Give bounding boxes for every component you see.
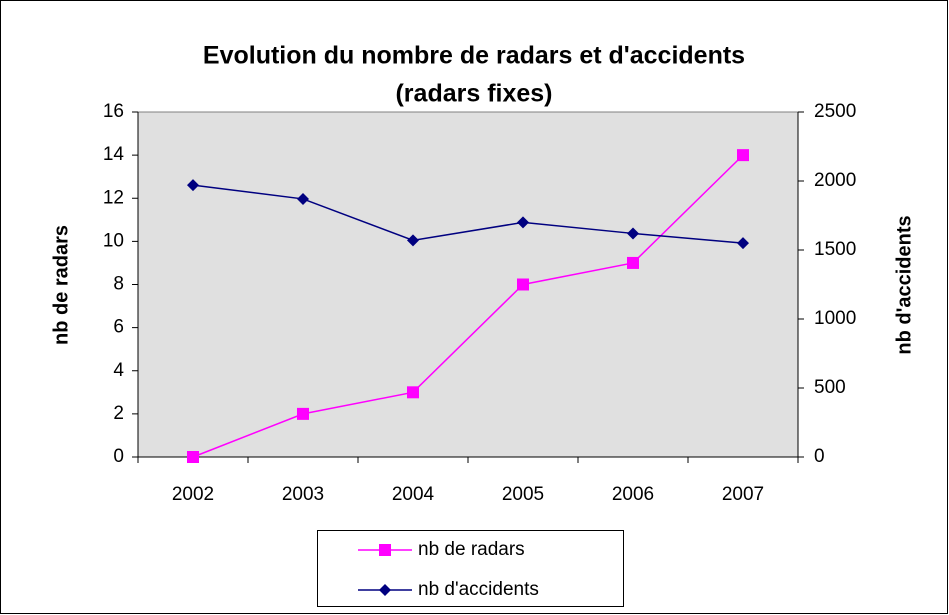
y-tick-label: 8 [113,274,124,295]
point-marker [187,451,199,463]
legend-marker [379,584,391,596]
x-tick-label: 2005 [502,484,544,505]
y-axis-title: nb de radars [50,225,72,345]
y2-tick-label: 1000 [814,308,856,329]
chart-title: Evolution du nombre de radars et d'accid… [203,42,745,70]
y2-tick-label: 0 [814,446,825,467]
point-marker [517,216,529,229]
point-marker [737,149,749,162]
point-marker [297,407,309,420]
y2-tick-label: 2000 [814,170,856,191]
y2-tick-label: 500 [814,377,846,398]
y-tick-label: 4 [113,360,124,381]
y-tick-label: 10 [103,230,124,251]
x-tick-label: 2006 [612,484,654,505]
legend [317,530,624,607]
chart-title: (radars fixes) [395,80,552,108]
y2-axis-title: nb d'accidents [893,215,915,354]
point-marker [297,192,309,205]
point-marker [407,386,419,399]
y2-tick-label: 1500 [814,239,856,260]
point-marker [187,179,199,192]
legend-marker [379,544,391,556]
legend-label: nb de radars [418,539,525,560]
y-tick-label: 0 [113,446,124,467]
x-tick-label: 2004 [392,484,435,505]
series-line [192,154,744,458]
point-marker [627,256,639,269]
point-marker [407,234,419,247]
y-tick-label: 14 [103,144,125,165]
series-line [192,184,744,244]
legend-label: nb d'accidents [418,579,539,600]
point-marker [627,227,639,240]
x-tick-label: 2003 [282,484,324,505]
y-tick-label: 2 [113,403,124,424]
point-marker [737,237,749,250]
point-marker [517,278,529,291]
y-tick-label: 12 [103,187,124,208]
x-tick-label: 2002 [172,484,214,505]
y-tick-label: 6 [113,317,124,338]
x-tick-label: 2007 [722,484,764,505]
y2-tick-label: 2500 [814,101,856,122]
y-tick-label: 16 [103,101,124,122]
plot-area [137,111,799,458]
